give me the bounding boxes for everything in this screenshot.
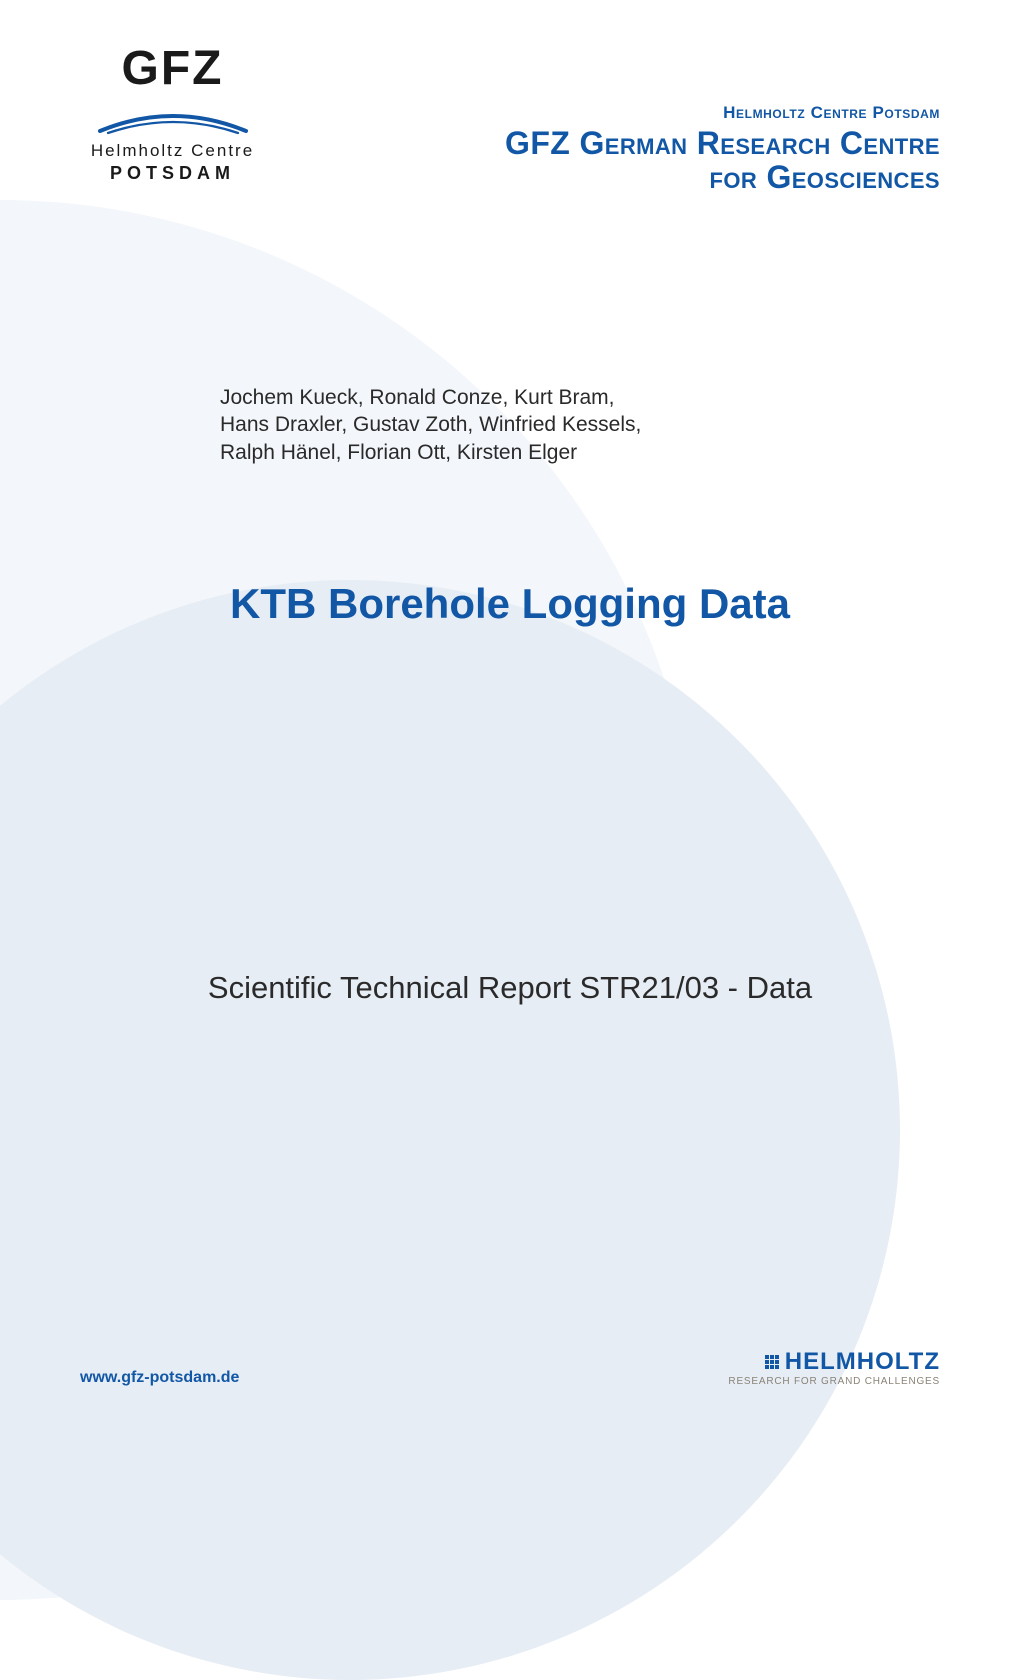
- author-line: Jochem Kueck, Ronald Conze, Kurt Bram,: [220, 384, 641, 411]
- report-subtitle: Scientific Technical Report STR21/03 - D…: [0, 970, 1020, 1006]
- gfz-logo-arc-icon: [98, 107, 248, 135]
- author-line: Ralph Hänel, Florian Ott, Kirsten Elger: [220, 439, 641, 466]
- helmholtz-dots-icon: [765, 1355, 779, 1369]
- institution-name: Helmholtz Centre Potsdam GFZ German Rese…: [505, 103, 940, 196]
- helmholtz-logo: HELMHOLTZ RESEARCH FOR GRAND CHALLENGES: [728, 1348, 940, 1387]
- report-cover-page: GFZ Helmholtz Centre POTSDAM Helmholtz C…: [0, 0, 1020, 1442]
- institution-line-1: Helmholtz Centre Potsdam: [505, 103, 940, 123]
- gfz-logo: GFZ Helmholtz Centre POTSDAM: [80, 45, 265, 184]
- author-line: Hans Draxler, Gustav Zoth, Winfried Kess…: [220, 411, 641, 438]
- helmholtz-tagline: RESEARCH FOR GRAND CHALLENGES: [728, 1376, 940, 1387]
- content-layer: GFZ Helmholtz Centre POTSDAM Helmholtz C…: [0, 0, 1020, 1442]
- header-row: GFZ Helmholtz Centre POTSDAM Helmholtz C…: [0, 45, 1020, 196]
- website-url[interactable]: www.gfz-potsdam.de: [80, 1369, 239, 1387]
- gfz-logo-letters: GFZ: [122, 45, 224, 93]
- institution-line-3: for Geosciences: [505, 159, 940, 196]
- helmholtz-logo-text: HELMHOLTZ: [785, 1348, 940, 1376]
- report-title: KTB Borehole Logging Data: [0, 580, 1020, 628]
- author-list: Jochem Kueck, Ronald Conze, Kurt Bram, H…: [220, 384, 641, 466]
- institution-line-2: GFZ German Research Centre: [505, 125, 940, 162]
- footer-row: www.gfz-potsdam.de HELMHOLTZ RESEARCH FO…: [0, 1348, 1020, 1387]
- gfz-logo-subtitle-1: Helmholtz Centre: [91, 141, 254, 161]
- gfz-logo-subtitle-2: POTSDAM: [110, 163, 235, 184]
- helmholtz-logo-wordmark: HELMHOLTZ: [728, 1348, 940, 1376]
